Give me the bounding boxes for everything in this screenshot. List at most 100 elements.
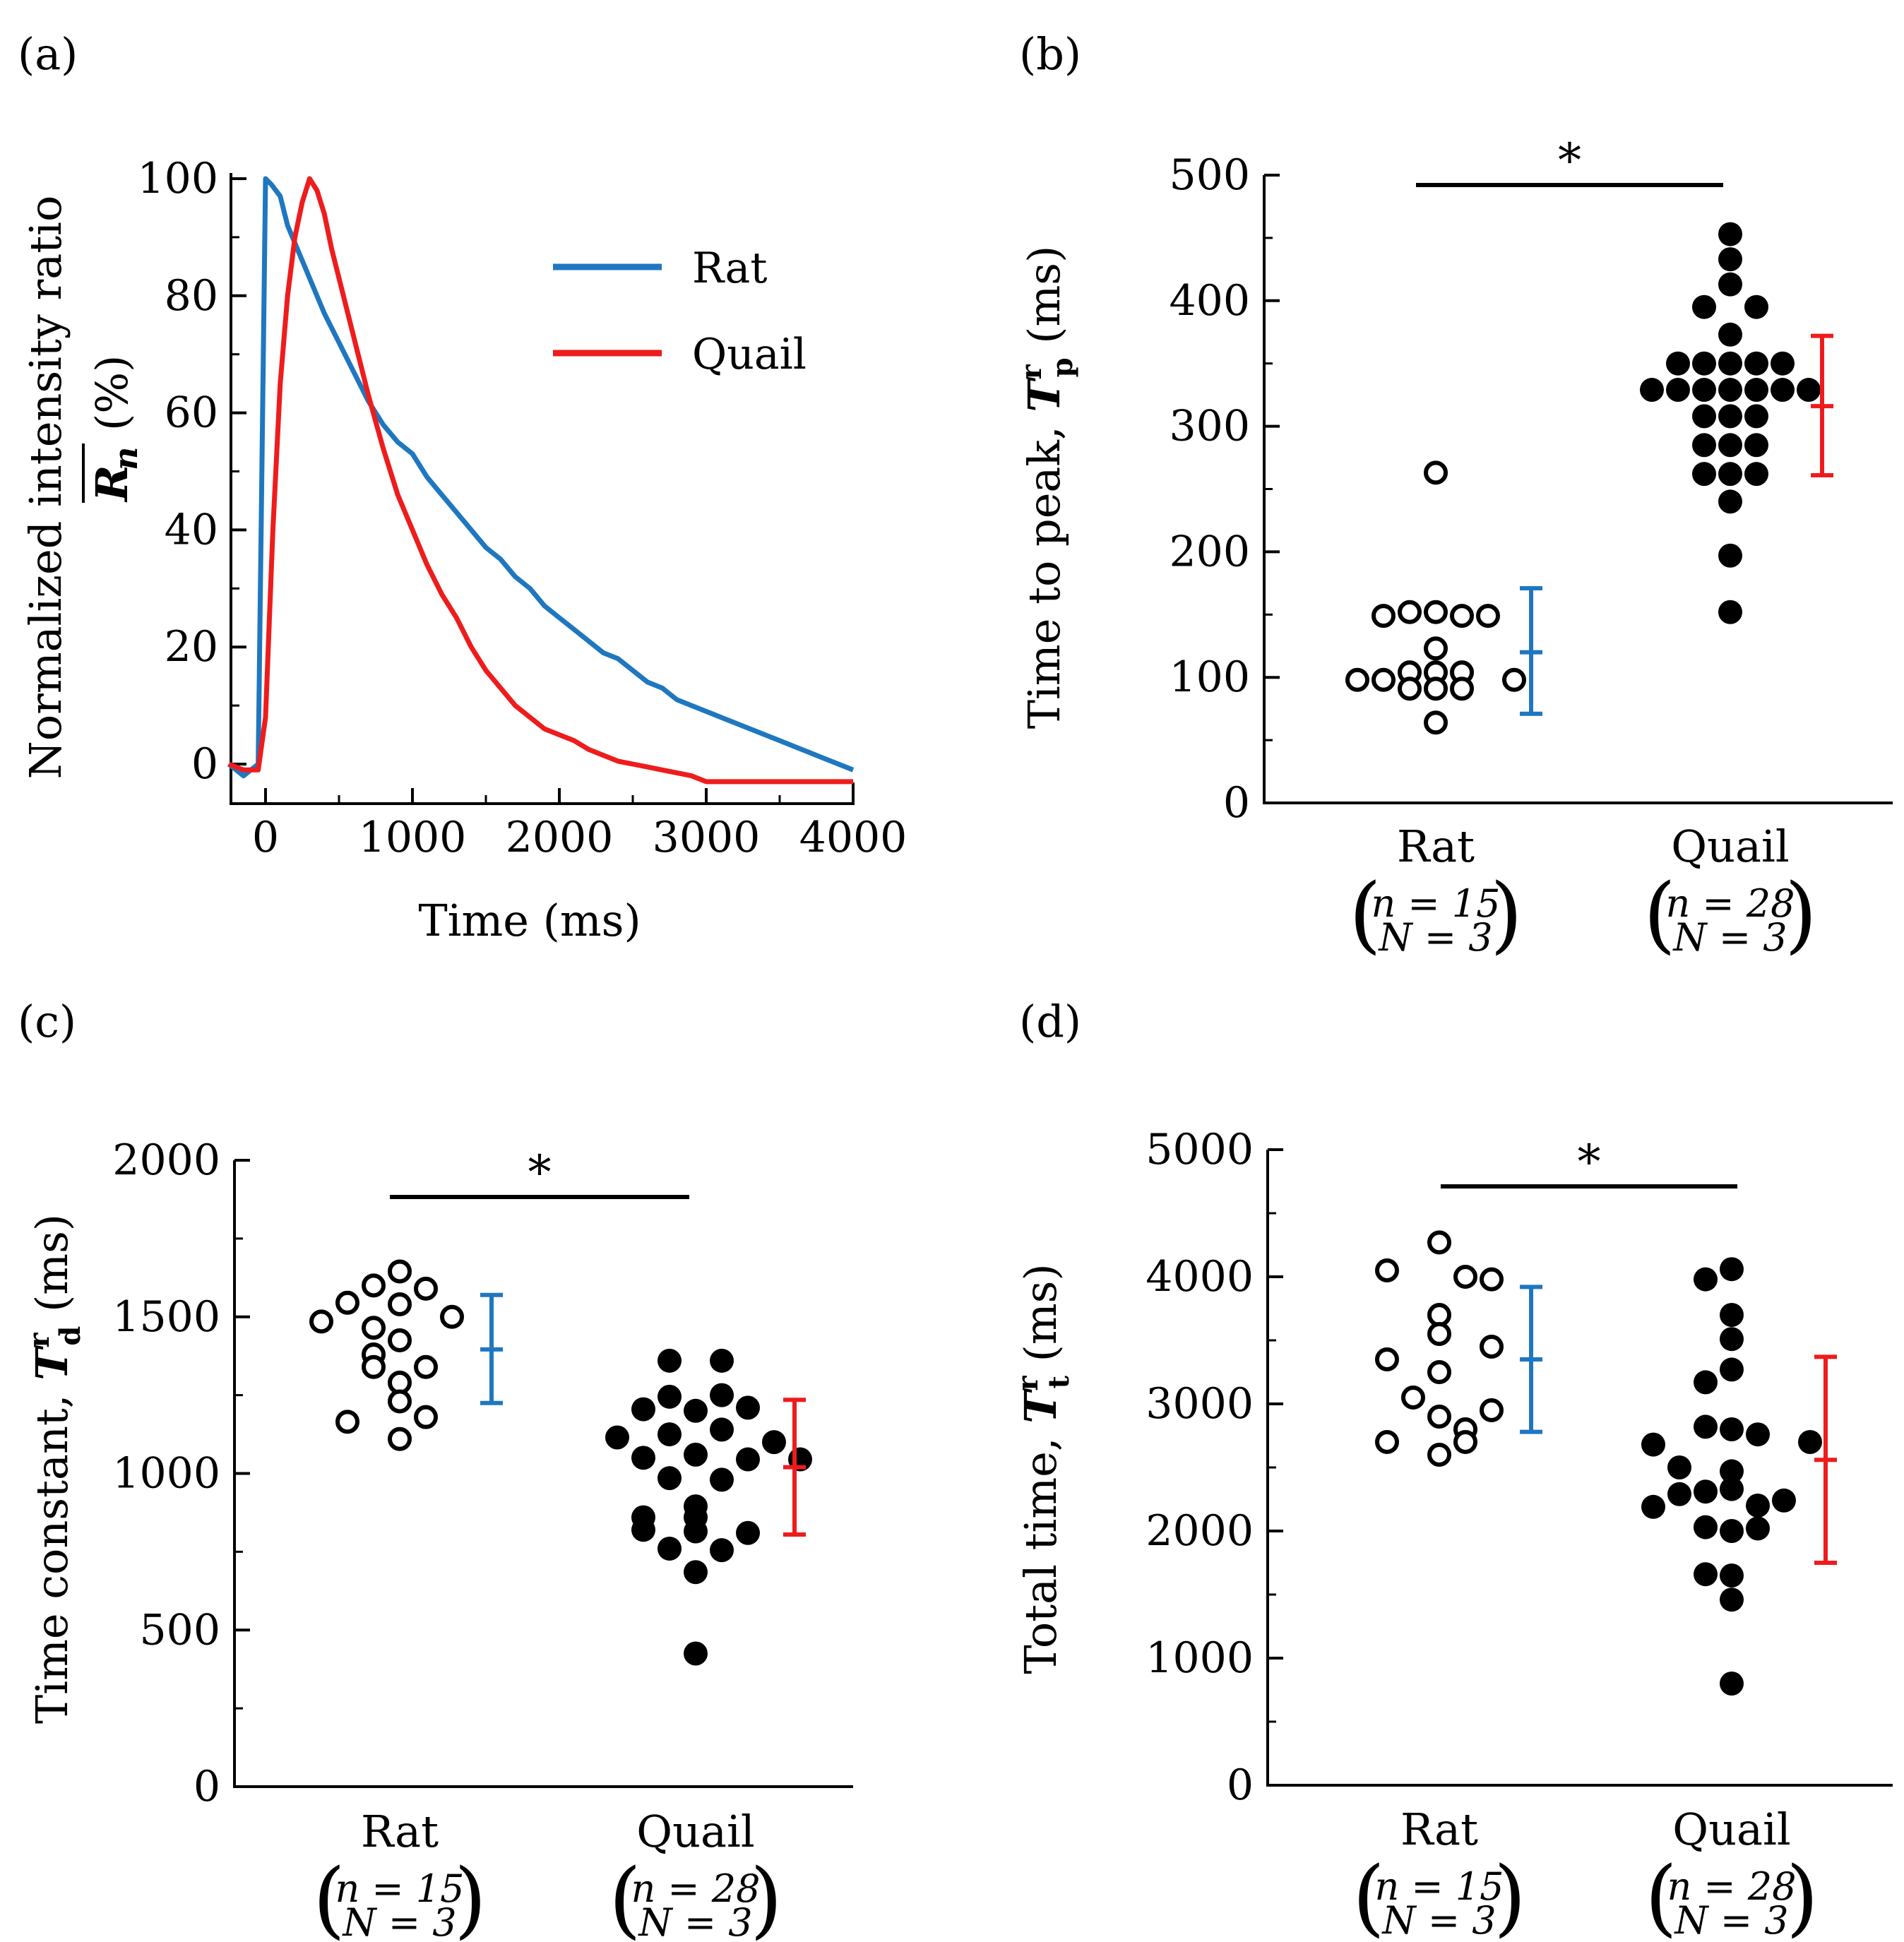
panel-c-point-quail (658, 1466, 682, 1491)
panel-b-paren-right: ) (1785, 865, 1817, 963)
panel-a-legend: Rat Quail (553, 244, 807, 379)
panel-d-point-rat (1480, 1398, 1504, 1422)
panel-d-point-quail (1720, 1357, 1744, 1382)
panel-b-point-quail (1718, 462, 1742, 487)
panel-c-paren-right: ) (454, 1850, 487, 1942)
panel-b-point-quail (1692, 294, 1716, 319)
panel-b-point-rat (1424, 677, 1448, 701)
panel-a-xtick-label: 2000 (506, 813, 614, 862)
panel-b-point-quail (1718, 433, 1742, 458)
panel-d-ytick-label: 1000 (1146, 1633, 1254, 1683)
panel-d-point-rat (1427, 1443, 1451, 1467)
panel-d-point-rat (1427, 1322, 1451, 1346)
panel-d-point-quail (1720, 1477, 1744, 1501)
panel-d-point-quail (1667, 1482, 1691, 1506)
panel-b-point-rat (1424, 460, 1448, 485)
panel-b-point-quail (1718, 543, 1742, 568)
panel-b-point-quail (1718, 378, 1742, 403)
panel-c-point-quail (658, 1384, 682, 1409)
panel-c-point-quail (710, 1383, 734, 1407)
panel-d-point-rat (1375, 1347, 1399, 1371)
panel-b-point-quail (1718, 322, 1742, 347)
panel-b-point-quail (1797, 378, 1821, 403)
panel-c-ytick-label: 0 (194, 1762, 220, 1811)
panel-c-point-rat (388, 1292, 412, 1317)
series-quail-line (227, 176, 853, 785)
panel-d-point-quail (1694, 1562, 1718, 1587)
panel-a-ylabel-index: n (107, 447, 145, 470)
panel-c-point-quail (631, 1446, 655, 1470)
panel-b-point-quail (1718, 272, 1742, 297)
panel-b-point-quail (1744, 433, 1768, 458)
panel-c-point-quail (684, 1560, 708, 1585)
panel-d-point-rat (1427, 1230, 1451, 1255)
panel-d-point-quail (1746, 1494, 1770, 1518)
panel-d-point-quail (1720, 1327, 1744, 1352)
panel-c-ytick-label: 500 (139, 1605, 220, 1655)
panel-d-point-quail (1798, 1430, 1822, 1454)
panel-a-ytick-label: 40 (165, 505, 218, 554)
panel-d-point-quail (1720, 1519, 1744, 1543)
panel-c-point-quail (710, 1538, 734, 1563)
panel-c-point-rat (362, 1273, 386, 1298)
panel-a-ytick-label: 100 (137, 154, 218, 203)
panel-d-point-quail (1720, 1417, 1744, 1441)
panel-b-paren-right: ) (1490, 865, 1523, 963)
panel-b-point-quail (1718, 247, 1742, 272)
panel-b-scatter: 0 100 200 300 400 500 Time to peak, Trp (ms) * R… (1015, 133, 1893, 963)
panel-label-c: (c) (18, 996, 76, 1047)
panel-d-point-quail (1641, 1494, 1665, 1519)
panel-b-point-quail (1692, 433, 1716, 458)
panel-c-ytick-label: 1000 (112, 1449, 220, 1499)
panel-d-significance-star: * (1578, 1135, 1601, 1189)
panel-d-paren-left: ( (1645, 1848, 1677, 1942)
panel-b-point-rat (1398, 600, 1422, 624)
panel-d-point-quail (1746, 1516, 1770, 1541)
panel-d-axis-frame (1266, 1150, 1893, 1787)
panel-c-point-rat (414, 1405, 438, 1429)
panel-b-point-quail (1692, 462, 1716, 487)
panel-d-point-quail (1720, 1257, 1744, 1282)
panel-a-ylabel-symbol: R (86, 465, 138, 503)
panel-b-point-quail (1744, 351, 1768, 376)
panel-b-ytick-label: 400 (1169, 276, 1250, 326)
panel-d-point-quail (1772, 1488, 1796, 1513)
panel-d-ylabel: Total time, Trt (ms) (1011, 1263, 1076, 1674)
panel-a-series (227, 176, 855, 785)
panel-d-category-label-rat: Rat (1400, 1804, 1478, 1855)
panel-d-N-label: N = 3 (1673, 1898, 1788, 1942)
panel-b-point-rat (1424, 710, 1448, 735)
panel-b-point-rat (1345, 667, 1369, 692)
panel-d-point-quail (1694, 1267, 1718, 1292)
panel-b-point-quail (1718, 489, 1742, 514)
panel-b-point-quail (1744, 378, 1768, 403)
panel-c-point-rat (388, 1389, 412, 1414)
panel-b-category-label-rat: Rat (1397, 821, 1475, 872)
panel-c-ylabel: Time constant, Trd (ms) (23, 1214, 87, 1724)
panel-b-category-label-quail: Quail (1671, 821, 1789, 872)
panel-c-category-label-quail: Quail (636, 1806, 754, 1857)
panel-c-n-label: n = 15 (335, 1866, 464, 1911)
panel-b-point-rat (1372, 604, 1396, 629)
panel-d-point-quail (1720, 1459, 1744, 1484)
panel-a-ytick-label: 0 (191, 739, 218, 789)
panel-b-ytick-label: 0 (1223, 778, 1250, 828)
panel-c-point-quail (658, 1536, 682, 1561)
panel-b-point-rat (1372, 667, 1396, 692)
panel-c-point-quail (736, 1447, 760, 1472)
panel-d-point-quail (1694, 1370, 1718, 1395)
panel-c-point-quail (684, 1641, 708, 1666)
panel-b-point-quail (1744, 404, 1768, 429)
panel-c-point-quail (710, 1417, 734, 1442)
panel-b-point-rat (1424, 600, 1448, 624)
panel-c-category-label-rat: Rat (361, 1806, 439, 1857)
panel-c-point-rat (362, 1316, 386, 1340)
panel-d-point-rat (1480, 1267, 1504, 1292)
panel-d-point-rat (1375, 1258, 1399, 1282)
panel-a-xtick-label: 3000 (653, 813, 761, 862)
panel-b-N-label: N = 3 (1672, 915, 1787, 960)
panel-b-ytick-label: 200 (1169, 527, 1250, 576)
panel-b-point-quail (1692, 378, 1716, 403)
panel-b-point-rat (1450, 677, 1474, 701)
